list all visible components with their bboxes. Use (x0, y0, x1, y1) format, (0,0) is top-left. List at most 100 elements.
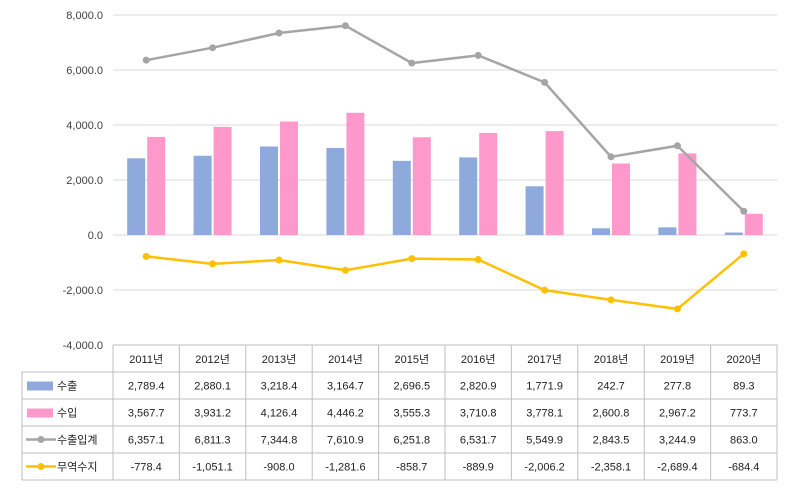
legend-key-수출 (27, 381, 53, 391)
table-cell: 3,778.1 (526, 408, 563, 420)
table-cell: 863.0 (730, 435, 758, 447)
point-무역수지-2020년 (740, 250, 748, 258)
table-header-2020년: 2020년 (727, 353, 762, 366)
point-무역수지-2017년 (541, 286, 549, 294)
table-header-2013년: 2013년 (262, 353, 297, 366)
point-무역수지-2015년 (408, 255, 416, 263)
bar-수입-2013년 (280, 121, 298, 235)
bar-수출-2016년 (459, 157, 478, 235)
table-cell: 7,610.9 (327, 435, 364, 447)
table-cell: -2,358.1 (591, 462, 631, 474)
point-수출입계-2018년 (607, 153, 615, 161)
bar-수출-2018년 (592, 228, 610, 235)
line-수출입계 (145, 24, 745, 213)
bar-수입-2019년 (678, 153, 697, 235)
bar-수입-2015년 (412, 137, 431, 235)
table-cell: 6,811.3 (195, 435, 231, 447)
table-cell: 2,696.5 (393, 381, 430, 393)
table-header-2017년: 2017년 (527, 353, 562, 366)
table-cell: 242.7 (597, 381, 625, 393)
y-tick-label: -4,000.0 (63, 340, 103, 352)
table-cell: -889.9 (463, 462, 494, 474)
bar-수입-2012년 (213, 126, 232, 235)
table-header-2018년: 2018년 (594, 353, 629, 366)
legend-label-수출입계: 수출입계 (57, 434, 97, 447)
bar-수입-2017년 (545, 131, 564, 235)
point-무역수지-2016년 (474, 255, 482, 263)
table-cell: 5,549.9 (526, 435, 563, 447)
y-tick-label: 6,000.0 (66, 65, 103, 77)
table-header-2015년: 2015년 (395, 353, 430, 366)
legend-label-수출: 수출 (57, 380, 77, 393)
bar-수출-2012년 (193, 155, 212, 235)
bar-수출-2017년 (525, 186, 544, 235)
point-수출입계-2014년 (341, 22, 349, 30)
point-수출입계-2020년 (740, 207, 748, 215)
data-table: 2011년 2012년 2013년 2014년 2015년 2016년 2017년 2018년… (21, 344, 778, 481)
lines (142, 22, 748, 313)
table-cell: -908.0 (263, 462, 294, 474)
y-tick-label: -2,000.0 (63, 285, 103, 297)
point-수출입계-2012년 (209, 44, 217, 52)
bar-수출-2019년 (658, 227, 677, 235)
table-cell: -1,281.6 (325, 462, 365, 474)
y-axis-ticks: 8,000.0 6,000.0 4,000.0 2,000.0 0.0 -2,000.0 -… (63, 10, 103, 352)
legend-key-수입 (27, 408, 53, 418)
table-cell: -1,051.1 (192, 462, 232, 474)
table-cell: 2,880.1 (194, 381, 231, 393)
table-header-2019년: 2019년 (660, 353, 695, 366)
y-tick-label: 2,000.0 (66, 175, 103, 187)
table-header-2014년: 2014년 (328, 353, 363, 366)
table-cell: 4,126.4 (261, 408, 298, 420)
point-무역수지-2014년 (341, 266, 349, 274)
point-무역수지-2011년 (142, 252, 150, 260)
point-수출입계-2011년 (142, 56, 150, 64)
table-cell: 89.3 (733, 381, 754, 393)
table-cell: 2,789.4 (128, 381, 165, 393)
point-수출입계-2016년 (474, 51, 482, 59)
y-tick-label: 8,000.0 (66, 10, 103, 22)
table-cell: 3,218.4 (261, 381, 298, 393)
table-cell: 277.8 (664, 381, 692, 393)
bar-수출-2011년 (127, 158, 146, 235)
bar-수출-2015년 (392, 160, 411, 235)
bar-수입-2016년 (479, 132, 498, 235)
point-무역수지-2018년 (607, 296, 615, 304)
bar-수출-2020년 (724, 232, 743, 235)
table-cell: 3,931.2 (194, 408, 231, 420)
point-무역수지-2012년 (209, 260, 217, 268)
table-cell: 1,771.9 (526, 381, 563, 393)
legend-marker-수출입계 (37, 436, 45, 443)
bar-수출-2013년 (260, 146, 278, 235)
point-무역수지-2019년 (673, 305, 681, 313)
table-cell: -2,689.4 (657, 462, 697, 474)
table-cell: 6,251.8 (393, 435, 430, 447)
table-header-2011년: 2011년 (129, 353, 163, 366)
table-cell: -778.4 (131, 462, 162, 474)
legend-marker-무역수지 (37, 463, 45, 470)
table-cell: 3,567.7 (128, 408, 165, 420)
y-tick-label: 4,000.0 (66, 120, 103, 132)
y-tick-label: 0.0 (88, 230, 103, 242)
legend-label-수입: 수입 (57, 407, 77, 420)
table-cell: 4,446.2 (327, 408, 364, 420)
bar-수입-2011년 (147, 136, 166, 235)
table-cell: 2,967.2 (659, 408, 696, 420)
point-수출입계-2013년 (275, 29, 283, 37)
table-cell: 2,820.9 (460, 381, 497, 393)
table-cell: 773.7 (730, 408, 758, 420)
bars (127, 112, 763, 235)
bar-수입-2014년 (346, 112, 365, 235)
line-무역수지 (146, 252, 745, 311)
table-cell: -684.4 (728, 462, 759, 474)
legend-label-무역수지: 무역수지 (57, 461, 97, 474)
point-수출입계-2019년 (673, 142, 681, 150)
table-header-2016년: 2016년 (461, 353, 496, 366)
table-cell: 6,357.1 (128, 435, 165, 447)
table-cell: 7,344.8 (261, 435, 298, 447)
table-cell: -2,006.2 (524, 462, 564, 474)
point-무역수지-2013년 (275, 256, 283, 264)
gridlines (113, 14, 777, 346)
table-cell: -858.7 (396, 462, 427, 474)
